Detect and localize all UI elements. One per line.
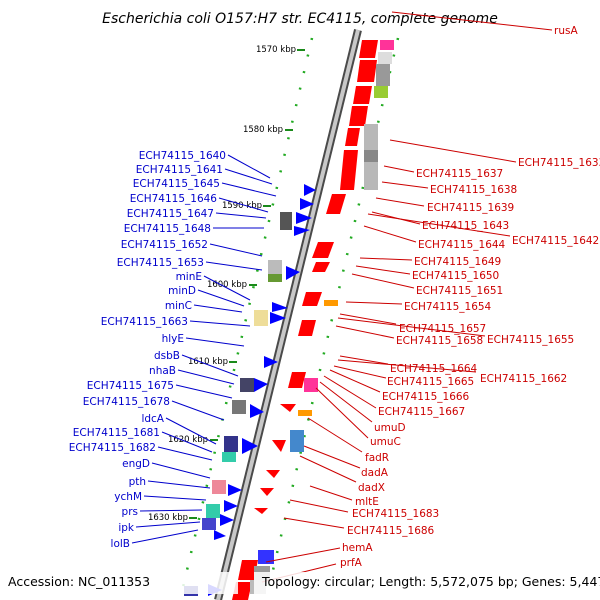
gene-label: ECH74115_1647 <box>127 208 214 220</box>
gene-label: ECH74115_1640 <box>139 150 226 162</box>
forward-strand-features <box>208 184 316 596</box>
gene-label: ECH74115_1652 <box>121 239 208 251</box>
gene-label: ECH74115_1653 <box>117 257 204 269</box>
gene-label: ECH74115_1642 <box>512 235 599 247</box>
gene-label: ECH74115_1686 <box>347 525 435 537</box>
topology-text: Topology: circular; Length: 5,572,075 bp… <box>261 574 600 589</box>
gene-label: ECH74115_1662 <box>480 373 567 385</box>
gene-label: ECH74115_1638 <box>430 184 517 196</box>
gene-label: ECH74115_1664 <box>390 363 478 375</box>
gene-label: nhaB <box>149 365 176 377</box>
forward-cog-track <box>184 212 292 596</box>
gene-label: minE <box>176 271 202 283</box>
gene-label: minC <box>165 300 192 312</box>
gene-label: dsbB <box>154 350 180 362</box>
ruler-label: 1590 kbp <box>222 201 262 211</box>
gene-label: ECH74115_1675 <box>87 380 174 392</box>
gene-label: ECH74115_1648 <box>124 223 211 235</box>
gene-label: ECH74115_1681 <box>73 427 160 439</box>
gene-label: ECH74115_1655 <box>487 334 574 346</box>
gene-label: ECH74115_1643 <box>422 220 509 232</box>
gene-label: ECH74115_1649 <box>414 256 501 268</box>
reverse-cog-track <box>250 40 394 594</box>
ruler-label: 1620 kbp <box>168 435 208 445</box>
gene-label: ipk <box>118 522 135 534</box>
map-title: Escherichia coli O157:H7 str. EC4115, co… <box>102 11 498 27</box>
genome-backbone <box>216 29 360 600</box>
ruler-label: 1600 kbp <box>207 280 247 290</box>
gene-label: engD <box>122 458 150 470</box>
gene-label: prs <box>122 506 138 518</box>
gene-label: ECH74115_1644 <box>418 239 506 251</box>
gene-label: umuC <box>370 436 401 448</box>
gene-label: prfA <box>340 557 363 569</box>
ruler-label: 1570 kbp <box>256 45 296 55</box>
gene-label: ldcA <box>141 413 164 425</box>
gene-label: ECH74115_1658 <box>396 335 483 347</box>
ruler-label: 1580 kbp <box>243 125 283 135</box>
gene-label: ECH74115_1667 <box>378 406 465 418</box>
gene-label: umuD <box>374 422 406 434</box>
gene-label: lolB <box>111 538 130 550</box>
gene-label: hemA <box>342 542 373 554</box>
gene-label: rusA <box>554 25 578 37</box>
gene-label: ECH74115_1639 <box>427 202 514 214</box>
gene-label: ECH74115_1665 <box>387 376 474 388</box>
gene-label: ECH74115_1683 <box>352 508 439 520</box>
gene-label: ECH74115_1654 <box>404 301 492 313</box>
gene-label: ECH74115_1682 <box>69 442 156 454</box>
gene-label: ECH74115_1637 <box>416 168 503 180</box>
gene-label: dadA <box>361 467 389 479</box>
right-gene-labels: rusA ECH74115_1633 ECH74115_1637 ECH7411… <box>261 11 600 583</box>
gene-label: fadR <box>365 452 389 464</box>
gc-track-dots <box>178 37 314 600</box>
gene-label: mltE <box>355 496 379 508</box>
reverse-strand-features <box>232 40 378 600</box>
gene-label: ECH74115_1645 <box>133 178 220 190</box>
gene-label: ECH74115_1663 <box>101 316 188 328</box>
gene-label: ECH74115_1666 <box>382 391 470 403</box>
ruler: 1570 kbp 1580 kbp 1590 kbp 1600 kbp 1610… <box>148 45 305 523</box>
ruler-label: 1610 kbp <box>188 357 228 367</box>
gene-label: ECH74115_1633 <box>518 157 600 169</box>
gene-label: ECH74115_1641 <box>136 164 223 176</box>
gene-label: ECH74115_1646 <box>130 193 218 205</box>
accession-text: Accession: NC_011353 <box>8 574 150 589</box>
gene-label: ychM <box>114 491 142 503</box>
ruler-label: 1630 kbp <box>148 513 188 523</box>
gene-label: ECH74115_1678 <box>83 396 170 408</box>
gene-label: pth <box>129 476 146 488</box>
gene-label: minD <box>168 285 196 297</box>
gene-label: dadX <box>358 482 385 494</box>
left-gene-labels: ECH74115_1640 ECH74115_1641 ECH74115_164… <box>69 150 277 550</box>
gene-label: ECH74115_1651 <box>416 285 503 297</box>
gene-label: ECH74115_1650 <box>412 270 499 282</box>
gene-label: hlyE <box>162 333 184 345</box>
gene-label: ECH74115_1657 <box>399 323 486 335</box>
